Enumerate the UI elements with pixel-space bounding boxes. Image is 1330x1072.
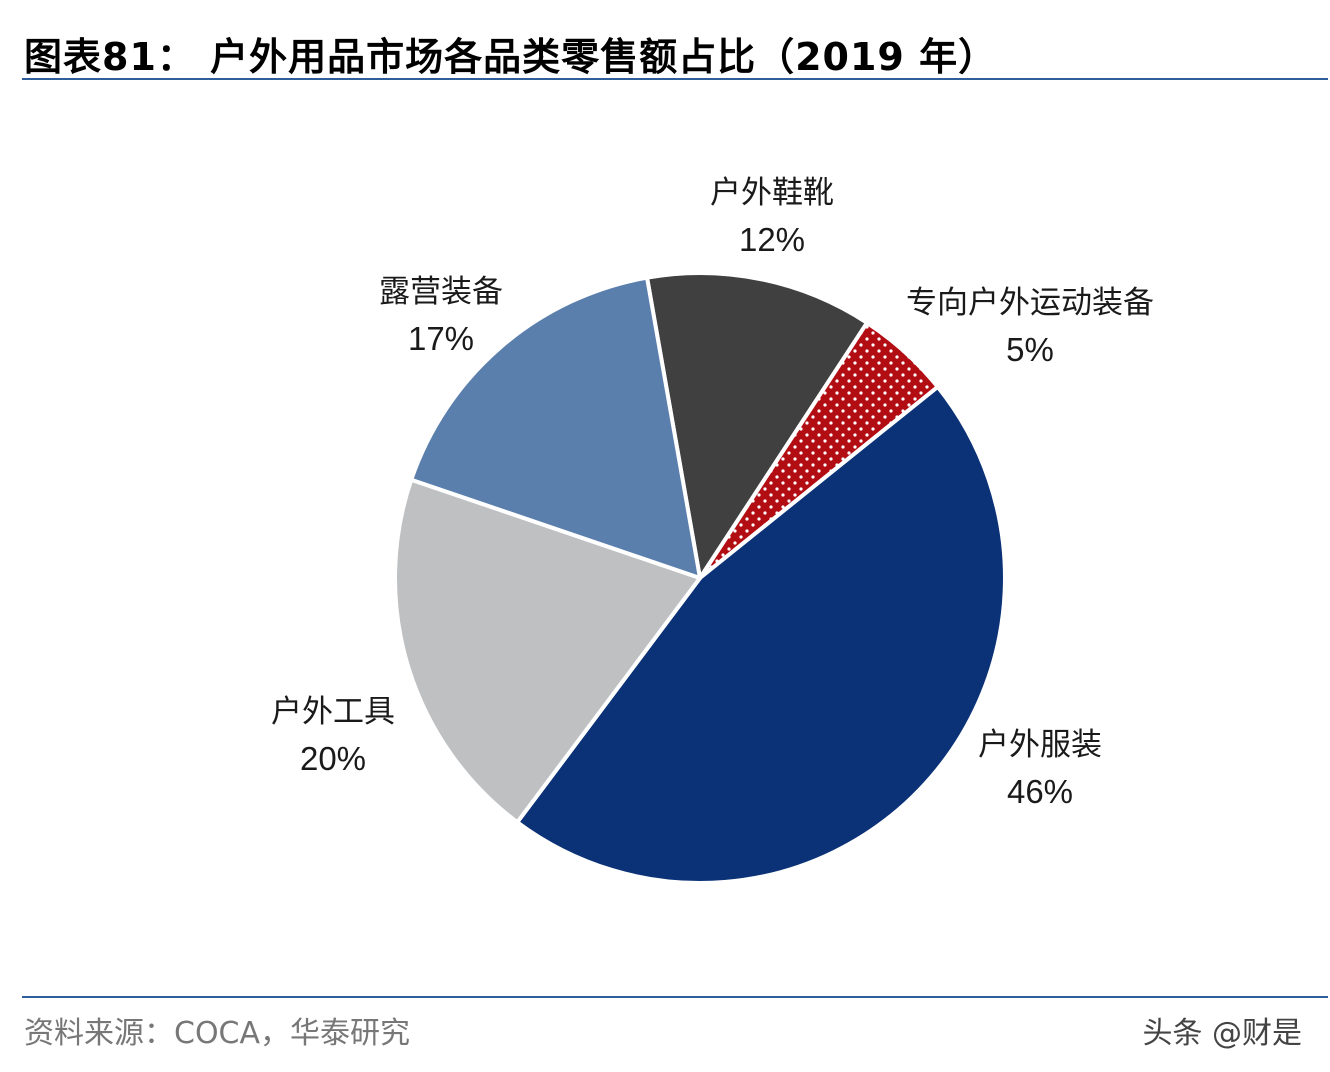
slice-percent-label: 12%: [739, 221, 805, 258]
pie-slice: [515, 384, 1007, 885]
slice-percent-label: 17%: [408, 320, 474, 357]
pie-chart: 户外鞋靴 12% 专向户外运动装备 5% 户外服装 46% 户外工具 20% 露营装备 17%: [271, 175, 1154, 885]
slice-category-label: 露营装备: [379, 274, 503, 310]
slice-percent-label: 46%: [1007, 773, 1073, 810]
pie-slice: [409, 275, 702, 580]
slice-category-label: 专向户外运动装备: [906, 285, 1154, 321]
pie-slice: [393, 477, 702, 825]
title-divider: [22, 78, 1328, 80]
slice-percent-label: 20%: [300, 740, 366, 777]
footer-divider: [22, 996, 1328, 998]
page-title: 图表81： 户外用品市场各品类零售额占比（2019 年）: [24, 35, 998, 79]
slice-percent-label: 5%: [1006, 331, 1054, 368]
slice-category-label: 户外服装: [978, 727, 1102, 763]
pie-slice: [645, 271, 870, 580]
source-note: 资料来源：COCA，华泰研究: [24, 1016, 411, 1051]
slice-category-label: 户外工具: [271, 694, 395, 730]
watermark: 头条 @财是: [1142, 1016, 1302, 1051]
slice-category-label: 户外鞋靴: [710, 175, 834, 211]
